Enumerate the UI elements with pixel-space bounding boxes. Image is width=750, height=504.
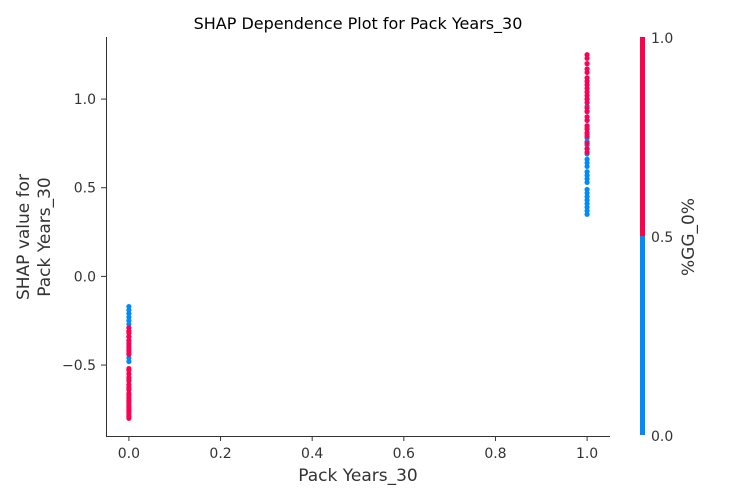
data-point [584, 146, 590, 152]
data-point [126, 415, 132, 421]
x-axis-ticks: 0.0 0.2 0.4 0.6 0.8 1.0 [118, 436, 598, 462]
data-point [126, 358, 132, 365]
x-tick-label: 0.4 [301, 446, 323, 462]
colorbar-ticks: 0.0 0.5 1.0 [651, 31, 673, 445]
y-tick-label: 1.0 [74, 92, 96, 108]
data-point [584, 61, 590, 67]
data-point [584, 105, 590, 111]
data-point [584, 156, 590, 162]
y-tick-label: 0.5 [74, 181, 96, 197]
colorbar-label: %GG_0% [679, 198, 699, 276]
colorbar-tick-label: 0.5 [651, 230, 673, 246]
data-point [584, 186, 590, 193]
data-points [126, 52, 590, 421]
data-point [584, 66, 590, 72]
y-axis-ticks: −0.5 0.0 0.5 1.0 [62, 92, 106, 374]
data-point [584, 114, 590, 120]
data-point [584, 123, 590, 129]
data-point [584, 169, 590, 175]
data-point [126, 351, 132, 358]
x-tick-label: 0.0 [118, 446, 140, 462]
x-tick-label: 0.2 [209, 446, 231, 462]
data-point [126, 366, 132, 372]
x-tick-label: 1.0 [576, 446, 598, 462]
data-point [584, 140, 590, 146]
x-axis-label: Pack Years_30 [298, 466, 417, 486]
x-tick-label: 0.8 [484, 446, 506, 462]
data-point [584, 52, 590, 58]
y-tick-label: 0.0 [74, 269, 96, 285]
x-tick-label: 0.6 [393, 446, 415, 462]
colorbar-tick-label: 1.0 [651, 31, 673, 47]
y-axis-label-group: SHAP value for Pack Years_30 [14, 174, 55, 300]
chart-title: SHAP Dependence Plot for Pack Years_30 [194, 14, 523, 34]
colorbar-tick-label: 0.0 [651, 429, 673, 445]
y-axis-label-line-2: Pack Years_30 [35, 177, 55, 296]
y-tick-label: −0.5 [62, 358, 96, 374]
data-point [584, 75, 590, 81]
y-axis-label-line-1: SHAP value for [14, 174, 34, 300]
colorbar [640, 37, 645, 435]
